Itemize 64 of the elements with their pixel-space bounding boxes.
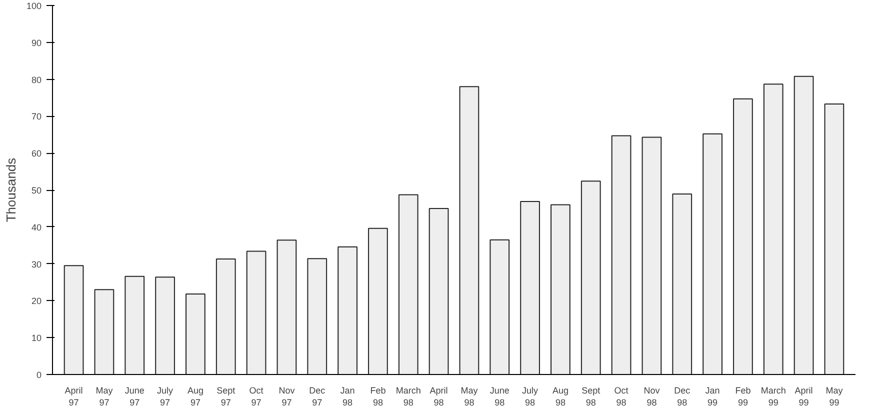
bar: [672, 194, 692, 374]
x-tick-label: Jan 98: [340, 386, 355, 408]
x-tick-label: May 97: [96, 386, 114, 408]
bar: [763, 84, 784, 374]
x-tick-label: Aug 98: [552, 386, 568, 408]
x-tick-label: June 97: [124, 386, 144, 408]
x-tick-label: Oct 97: [249, 386, 264, 408]
y-tick-label: 40: [31, 222, 42, 232]
bar: [368, 228, 388, 374]
x-tick-label: Sept 98: [582, 386, 601, 408]
y-tick-label: 10: [31, 333, 42, 344]
bar: [428, 208, 449, 374]
bar: [398, 194, 418, 374]
x-tick-label: July 98: [522, 386, 539, 408]
x-tick-label: Sept 97: [216, 386, 236, 408]
x-tick-label: Feb 98: [370, 386, 386, 408]
y-tick-label: 50: [31, 186, 42, 196]
x-tick-label: Oct 98: [614, 386, 629, 408]
y-tick-label: 20: [31, 296, 42, 306]
bar: [276, 240, 297, 374]
x-tick-label: Aug 97: [187, 386, 204, 408]
y-tick-label: 80: [31, 74, 42, 85]
y-tick-label: 70: [31, 112, 42, 122]
x-tick-label: Nov 97: [278, 386, 296, 408]
y-tick-label: 30: [31, 259, 42, 270]
x-tick-label: Feb 99: [735, 386, 751, 408]
bar: [64, 265, 84, 374]
y-tick-label: 0: [36, 370, 42, 380]
bar: [459, 86, 480, 374]
bar: [124, 276, 145, 374]
bar: [490, 239, 510, 374]
bar: [642, 136, 662, 374]
bar: [155, 276, 175, 374]
bar: [520, 200, 540, 374]
bar: [611, 135, 632, 374]
bar: [246, 250, 266, 374]
x-tick-label: May 99: [826, 386, 844, 408]
x-tick-label: Jan 99: [705, 386, 720, 408]
x-tick-label: June 98: [490, 386, 510, 408]
x-tick-label: May 98: [460, 386, 478, 408]
bar: [307, 258, 328, 374]
bar: [216, 258, 236, 374]
bar: [186, 294, 206, 374]
bar: [550, 204, 570, 374]
x-tick-label: Nov 98: [644, 386, 660, 408]
y-axis-title: Thousands: [3, 157, 18, 222]
bar: [824, 104, 844, 374]
x-tick-label: April 98: [430, 386, 448, 408]
x-tick-label: Dec 98: [674, 386, 691, 408]
x-tick-label: April 99: [794, 386, 813, 408]
bar: [338, 246, 358, 374]
x-tick-label: March 99: [760, 386, 786, 408]
y-tick-label: 100: [26, 1, 42, 11]
x-tick-label: Dec 97: [309, 386, 326, 408]
y-tick-label: 90: [31, 38, 42, 48]
x-tick-label: March 98: [396, 386, 421, 408]
bar: [794, 76, 814, 374]
bar: [733, 98, 753, 374]
x-tick-label: April 97: [64, 386, 83, 408]
bar: [94, 289, 114, 374]
bar: [702, 133, 722, 374]
x-tick-label: July 97: [157, 386, 174, 408]
bar: [580, 180, 601, 374]
y-tick-label: 60: [31, 148, 42, 159]
